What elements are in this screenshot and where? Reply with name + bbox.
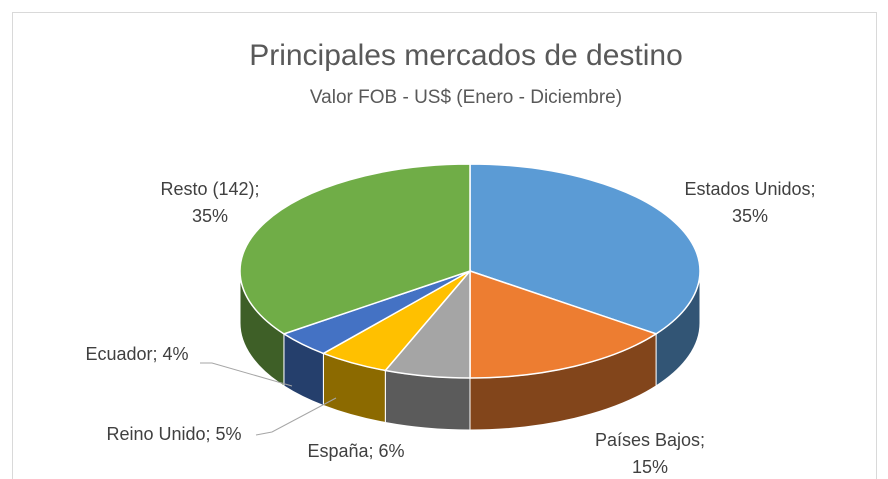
chart-title: Principales mercados de destino	[249, 39, 683, 72]
label-value: 35%	[732, 206, 768, 226]
data-label: España; 6%	[307, 441, 404, 461]
pie-slice	[239, 163, 471, 335]
data-label: Ecuador; 4%	[85, 344, 188, 364]
label-category: Países Bajos;	[595, 430, 705, 450]
label-category: Ecuador;	[85, 344, 157, 364]
data-label: Resto (142); 35%	[160, 179, 259, 226]
label-value: 5%	[216, 424, 242, 444]
pie-side	[384, 369, 471, 431]
label-value: 6%	[379, 441, 405, 461]
chart-subtitle: Valor FOB - US$ (Enero - Diciembre)	[310, 87, 622, 108]
label-category: España;	[307, 441, 373, 461]
label-value: 35%	[192, 206, 228, 226]
label-value: 4%	[163, 344, 189, 364]
label-category: Resto (142);	[160, 179, 259, 199]
pie-slice	[469, 269, 658, 379]
label-category: Estados Unidos;	[684, 179, 815, 199]
data-label: Países Bajos; 15%	[595, 430, 705, 477]
label-category: Reino Unido;	[106, 424, 210, 444]
pie-slice	[469, 163, 701, 335]
leader-line	[200, 362, 293, 387]
leader-line	[255, 397, 337, 436]
data-label: Reino Unido; 5%	[106, 424, 241, 444]
data-label: Estados Unidos; 35%	[684, 179, 815, 226]
label-value: 15%	[632, 457, 668, 477]
